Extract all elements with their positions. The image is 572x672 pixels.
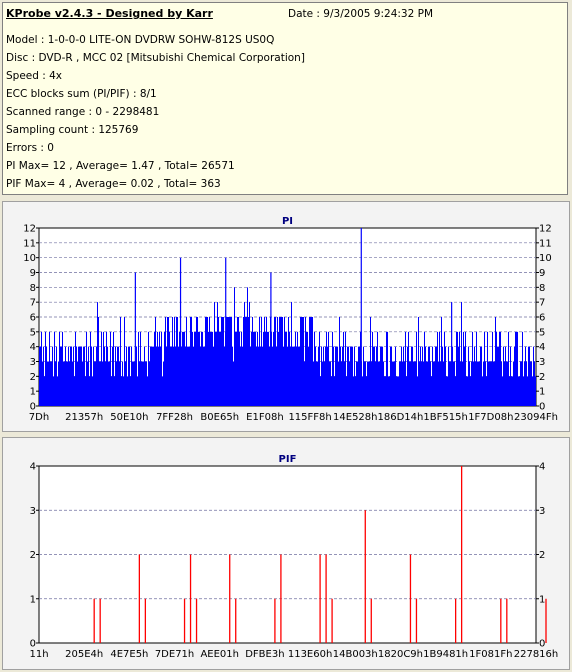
y-tick-label-left: 7 [30, 298, 36, 309]
x-tick-label: 205E4h [65, 649, 103, 660]
x-tick-label: E1F08h [246, 412, 284, 423]
pif-chart: PIF 0 0 1 1 2 2 3 3 4 4 11h 205E4h 4E7E5h 7DE71h AEE01h… [29, 454, 559, 660]
info-speed: Speed : 4x [6, 70, 63, 82]
y-tick-label-right: 8 [539, 283, 545, 294]
info-disc: Disc : DVD-R , MCC 02 [Mitsubishi Chemic… [6, 52, 305, 64]
y-tick-label-right: 0 [539, 639, 545, 650]
x-tick-label: 1F081Fh [469, 649, 512, 660]
y-tick-label-right: 10 [539, 253, 552, 264]
y-tick-label-left: 5 [30, 327, 36, 338]
y-tick-label-right: 9 [539, 268, 545, 279]
y-tick-label-right: 1 [539, 594, 545, 605]
y-tick-label-left: 12 [23, 224, 36, 235]
y-tick-label-right: 1 [539, 387, 545, 398]
x-tick-label: 50E10h [110, 412, 148, 423]
chart-title: PIF [279, 454, 297, 465]
info-range: Scanned range : 0 - 2298481 [6, 106, 160, 118]
x-tick-label: 113E60h [288, 649, 332, 660]
bar-series [39, 228, 536, 406]
info-sampling: Sampling count : 125769 [6, 124, 139, 136]
y-tick-label-left: 2 [30, 550, 36, 561]
x-tick-label: 21357h [65, 412, 103, 423]
pif-chart-panel: PIF 0 0 1 1 2 2 3 3 4 4 11h 205E4h 4E7E5h 7DE71h AEE01h… [2, 437, 570, 670]
bar-series [93, 466, 547, 643]
y-tick-label-left: 9 [30, 268, 36, 279]
info-ecc: ECC blocks sum (PI/PIF) : 8/1 [6, 88, 157, 100]
y-tick-label-right: 7 [539, 298, 545, 309]
y-tick-label-right: 0 [539, 402, 545, 413]
y-tick-label-right: 6 [539, 313, 545, 324]
x-tick-label: 227816h [514, 649, 559, 660]
y-tick-label-left: 8 [30, 283, 36, 294]
chart-title: PI [282, 216, 293, 227]
x-tick-label: 115FF8h [288, 412, 331, 423]
y-tick-label-left: 4 [30, 342, 36, 353]
y-tick-label-left: 10 [23, 253, 36, 264]
pi-bars [39, 287, 536, 406]
x-tick-label: 1F7D08h [468, 412, 513, 423]
x-tick-label: 4E7E5h [110, 649, 148, 660]
y-tick-label-right: 2 [539, 372, 545, 383]
x-tick-label: 186D14h [378, 412, 424, 423]
x-tick-label: 23094Fh [514, 412, 558, 423]
y-tick-label-left: 1 [30, 594, 36, 605]
y-tick-label-right: 3 [539, 357, 545, 368]
app-title: KProbe v2.4.3 - Designed by Karr [6, 7, 213, 20]
info-pif-stats: PIF Max= 4 , Average= 0.02 , Total= 363 [6, 178, 221, 190]
y-tick-label-right: 12 [539, 224, 552, 235]
info-errors: Errors : 0 [6, 142, 54, 154]
y-tick-label-left: 3 [30, 506, 36, 517]
y-tick-label-right: 4 [539, 462, 545, 473]
y-tick-label-left: 4 [30, 462, 36, 473]
x-tick-label: 1B9481h [423, 649, 468, 660]
x-tick-label: AEE01h [200, 649, 239, 660]
info-panel: KProbe v2.4.3 - Designed by Karr Date : … [2, 2, 568, 195]
y-tick-label-left: 11 [23, 238, 36, 249]
x-tick-label: 14E528h [333, 412, 377, 423]
x-tick-label: B0E65h [200, 412, 239, 423]
y-tick-label-right: 11 [539, 238, 552, 249]
scan-date: Date : 9/3/2005 9:24:32 PM [288, 8, 434, 20]
y-tick-label-right: 2 [539, 550, 545, 561]
info-model: Model : 1-0-0-0 LITE-ON DVDRW SOHW-812S … [6, 34, 275, 46]
y-tick-label-left: 6 [30, 313, 36, 324]
info-pi-stats: PI Max= 12 , Average= 1.47 , Total= 2657… [6, 160, 235, 172]
x-tick-label: 1BF515h [423, 412, 467, 423]
x-tick-label: 7Dh [29, 412, 49, 423]
y-tick-label-left: 3 [30, 357, 36, 368]
x-tick-label: 7DE71h [155, 649, 194, 660]
y-tick-label-right: 5 [539, 327, 545, 338]
x-tick-label: DFBE3h [245, 649, 284, 660]
y-tick-label-right: 3 [539, 506, 545, 517]
y-tick-label-left: 0 [30, 639, 36, 650]
y-tick-label-left: 2 [30, 372, 36, 383]
pi-chart-panel: PI 0 0 1 1 2 2 3 3 4 4 5 5 6 6 7 7 8 8 9 9 10 10 11 11 12 12 7Dh 213… [2, 201, 570, 432]
y-tick-label-left: 0 [30, 402, 36, 413]
x-tick-label: 14B003h [333, 649, 378, 660]
x-tick-label: 1820C9h [378, 649, 423, 660]
y-tick-label-right: 4 [539, 342, 545, 353]
x-tick-label: 11h [29, 649, 48, 660]
x-tick-label: 7FF28h [156, 412, 193, 423]
y-tick-label-left: 1 [30, 387, 36, 398]
